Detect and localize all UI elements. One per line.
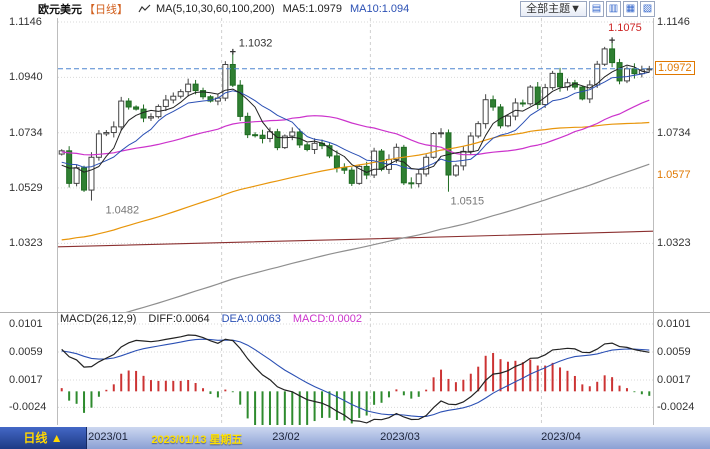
period-selector-button[interactable]: 日线 ▲ [0,427,87,449]
macd-title: MACD(26,12,9) [60,313,137,325]
macd-axis-label-left: -0.0024 [9,401,47,414]
ma100-line [125,163,650,312]
date-label: 2023/03 [380,431,420,443]
theme-selector-button[interactable]: 全部主题▼ [520,1,587,17]
macd-axis-label-right: 0.0059 [657,346,691,358]
support-level-label: 1.0577 [657,169,691,182]
layout-mixed-icon[interactable]: ▧ [640,1,655,17]
ma200-line [58,230,653,248]
candlestick-series [58,41,653,201]
gridlines [0,18,710,425]
svg-text:1.1075: 1.1075 [608,22,642,34]
layout-single-icon[interactable]: ▤ [589,1,604,17]
y-axis-label-left: 1.1146 [9,16,42,28]
svg-text:+: + [230,47,236,59]
ma5-value-label: MA5:1.0979 [282,3,342,15]
period-tag: 【日线】 [84,4,128,16]
ma60-line [61,121,650,241]
date-label: 2023/04 [541,431,581,443]
macd-histogram [60,352,651,425]
y-axis-label-left: 1.0734 [9,126,43,139]
macd-diff-value: DIFF:0.0064 [148,313,210,325]
layout-grid-icon[interactable]: ▦ [623,1,638,17]
y-axis-label-left: 1.0529 [9,181,43,194]
macd-axis-label-right: 0.0101 [657,318,691,330]
moving-average-lines [58,64,653,312]
symbol-name: 欧元美元 [38,4,82,16]
y-axis-label-right: 1.0734 [657,126,691,139]
ma10-value-label: MA10:1.094 [349,3,410,15]
macd-axis-label-left: 0.0059 [9,346,43,358]
svg-text:+: + [609,35,615,47]
ma5-line [61,64,650,173]
price-annotations: 1.0482 +1.1032 1.0515 +1.1075 [105,22,641,216]
macd-lines [61,334,650,424]
macd-axis-label-right: -0.0024 [657,401,695,414]
macd-axis-label-left: 0.0017 [9,374,43,386]
date-label: 23/02 [272,431,300,443]
y-axis-label-right: 1.1146 [657,16,690,28]
macd-axis-label-left: 0.0101 [9,318,43,330]
diff-line [61,334,650,424]
current-price-label: 1.0972 [655,60,695,75]
chart-header: 欧元美元 【日线】 MA(5,10,30,60,100,200) MA5:1.0… [0,0,710,18]
layout-rows-icon[interactable]: ▥ [606,1,621,17]
svg-text:1.0515: 1.0515 [450,196,484,208]
date-label: 2023/01 [88,431,128,443]
dea-line [61,338,650,418]
ma-settings-label: MA(5,10,30,60,100,200) [156,3,275,15]
macd-hist-value: MACD:0.0002 [292,313,362,325]
macd-dea-value: DEA:0.0063 [221,313,281,325]
ma30-line [61,99,650,156]
y-axis-label-left: 1.0940 [9,71,43,84]
svg-text:1.1032: 1.1032 [239,38,273,50]
macd-legend: MACD(26,12,9) DIFF:0.0064 DEA:0.0063 MAC… [60,313,362,325]
ma10-line [61,71,650,170]
svg-text:1.0482: 1.0482 [105,205,139,217]
macd-axis-label-right: 0.0017 [657,374,691,386]
header-controls: 全部主题▼ ▤ ▥ ▦ ▧ [520,1,655,17]
y-axis-label-left: 1.0323 [9,237,43,250]
y-axis-label-right: 1.0323 [657,237,691,250]
time-axis-bar: 日线 ▲ 2023/01 2023/01/13 星期五 23/02 2023/03 20… [0,427,710,449]
selected-date-label: 2023/01/13 星期五 [151,434,243,446]
line-chart-icon [138,4,152,14]
